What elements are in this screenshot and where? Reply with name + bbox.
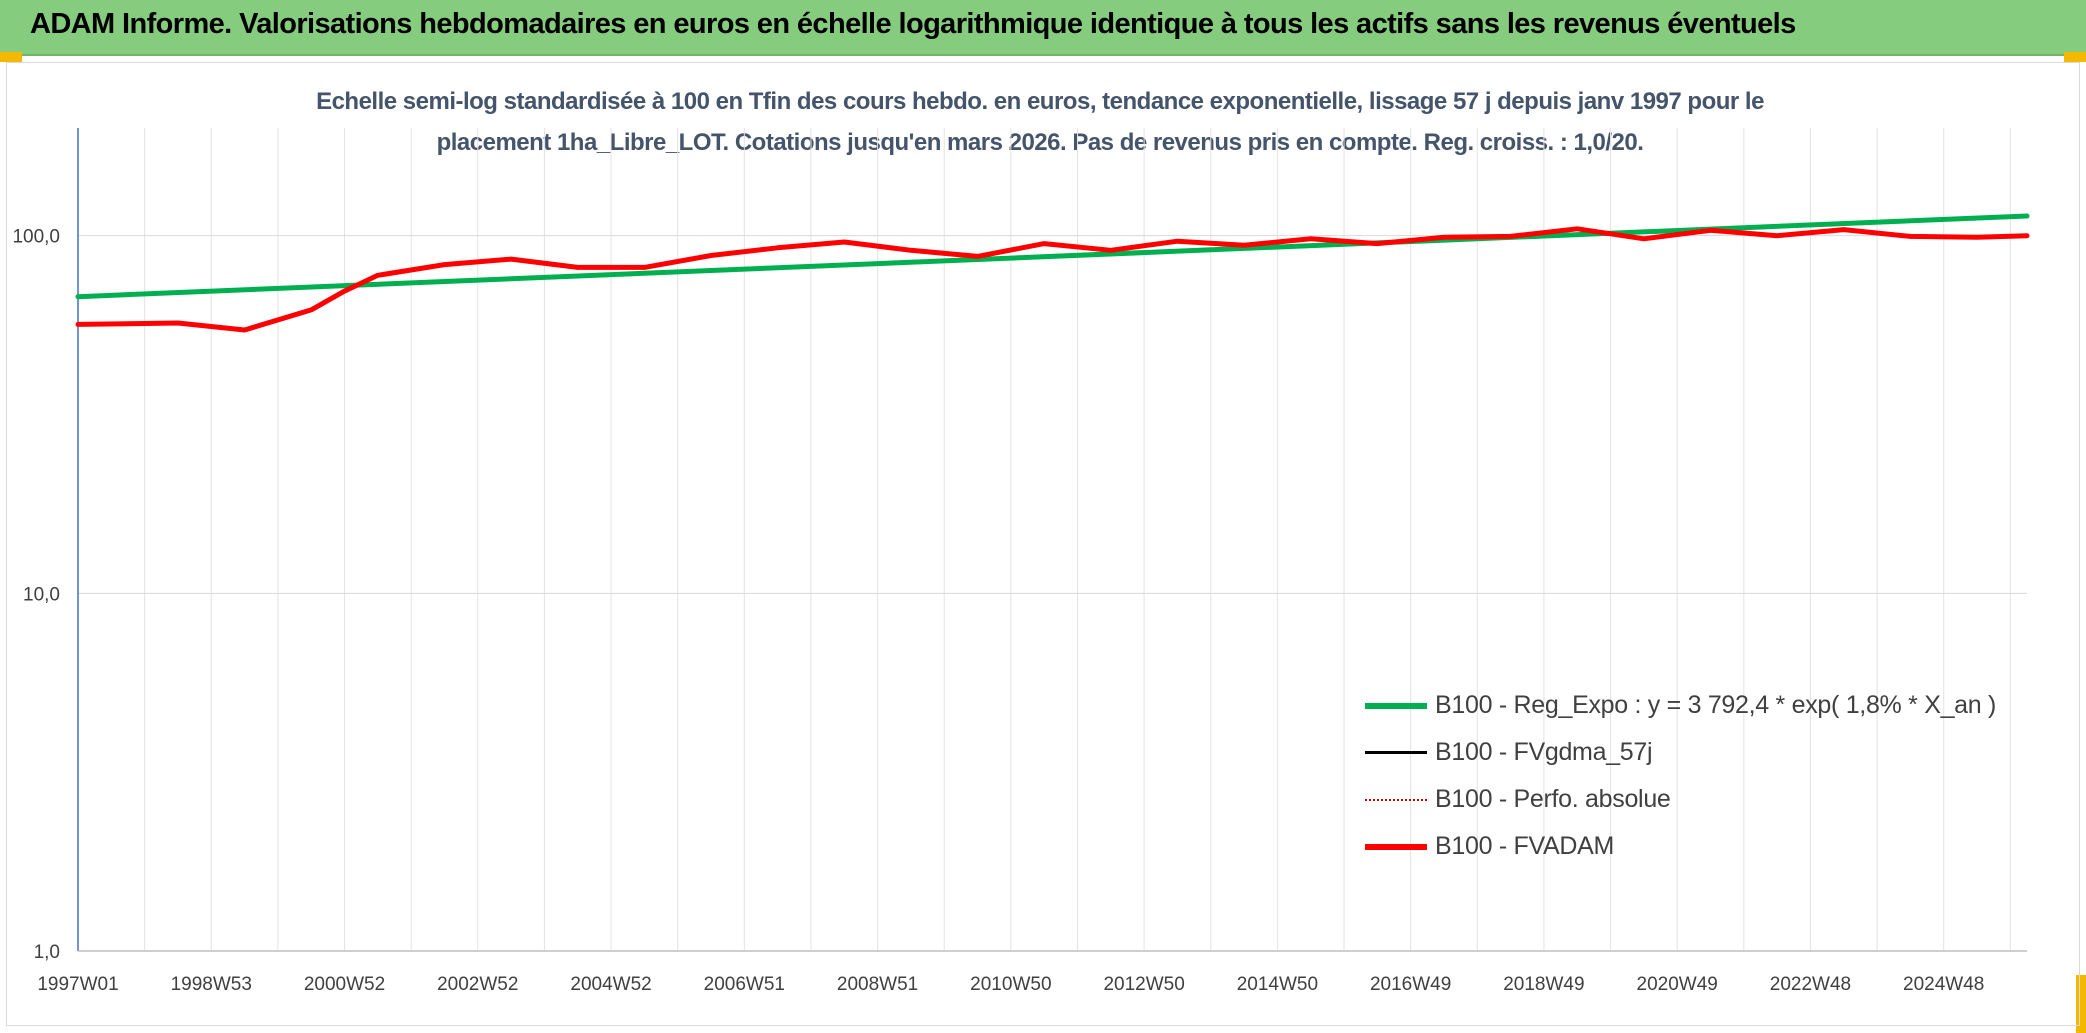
- x-tick-label: 2016W49: [1370, 974, 1451, 995]
- x-tick-label: 2002W52: [437, 974, 518, 995]
- x-tick-label: 2020W49: [1637, 974, 1718, 995]
- legend-label: B100 - Perfo. absolue: [1435, 785, 1671, 813]
- corner-accent-top-left: [0, 52, 22, 62]
- x-tick-label: 2010W50: [970, 974, 1051, 995]
- x-tick-label: 2006W51: [704, 974, 785, 995]
- x-tick-label: 2012W50: [1103, 974, 1184, 995]
- x-tick-label: 1998W53: [171, 974, 252, 995]
- y-tick-label: 10,0: [23, 584, 60, 605]
- corner-accent-top-right: [2064, 52, 2086, 62]
- x-tick-label: 2008W51: [837, 974, 918, 995]
- x-tick-label: 2004W52: [570, 974, 651, 995]
- chart-frame: [6, 62, 2080, 1026]
- legend-label: B100 - FVADAM: [1435, 832, 1615, 860]
- x-tick-label: 2018W49: [1503, 974, 1584, 995]
- legend-label: B100 - Reg_Expo : y = 3 792,4 * exp( 1,8…: [1435, 691, 1997, 719]
- legend-item-2: B100 - Perfo. absolue: [1365, 776, 1996, 823]
- legend-item-1: B100 - FVgdma_57j: [1365, 729, 1996, 776]
- series-line-0: [75, 213, 2030, 300]
- y-tick-label: 100,0: [12, 227, 60, 248]
- x-tick-label: 1997W01: [37, 974, 118, 995]
- legend-swatch: [1365, 751, 1427, 754]
- legend-swatch: [1365, 798, 1427, 801]
- corner-accent-bottom-right: [2076, 975, 2086, 1033]
- legend-swatch: [1365, 702, 1427, 709]
- series-line-3: [75, 226, 2030, 333]
- x-tick-label: 2014W50: [1237, 974, 1318, 995]
- header-banner: ADAM Informe. Valorisations hebdomadaire…: [0, 0, 2086, 56]
- page-title: ADAM Informe. Valorisations hebdomadaire…: [30, 8, 1796, 40]
- legend-swatch: [1365, 843, 1427, 850]
- chart-legend: B100 - Reg_Expo : y = 3 792,4 * exp( 1,8…: [1365, 682, 1996, 870]
- x-tick-label: 2022W48: [1770, 974, 1851, 995]
- legend-label: B100 - FVgdma_57j: [1435, 738, 1653, 766]
- legend-item-3: B100 - FVADAM: [1365, 823, 1996, 870]
- x-tick-label: 2000W52: [304, 974, 385, 995]
- legend-item-0: B100 - Reg_Expo : y = 3 792,4 * exp( 1,8…: [1365, 682, 1996, 729]
- x-tick-label: 2024W48: [1903, 974, 1984, 995]
- y-tick-label: 1,0: [34, 942, 60, 963]
- chart-title-line-2: placement 1ha_Libre_LOT. Cotations jusqu…: [436, 129, 1644, 156]
- chart-title-line-1: Echelle semi-log standardisée à 100 en T…: [316, 88, 1764, 115]
